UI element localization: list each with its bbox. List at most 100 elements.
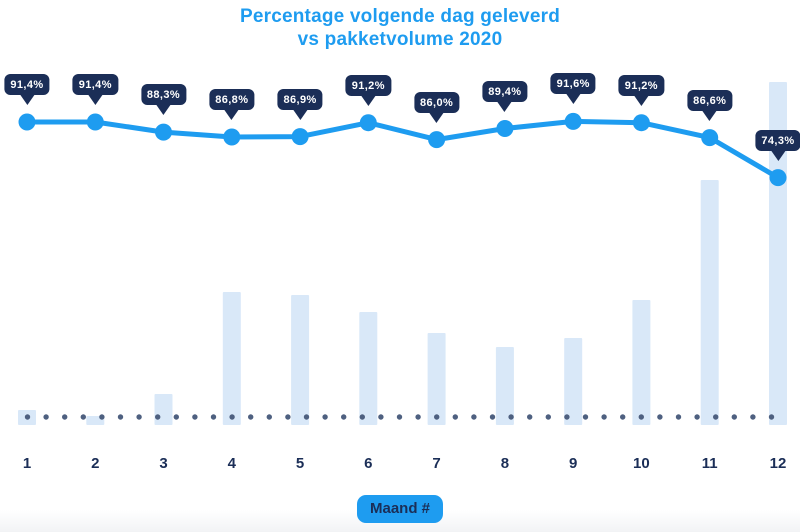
baseline-dot (359, 414, 365, 420)
volume-bar (427, 333, 446, 425)
data-point-marker (769, 169, 787, 187)
data-point-marker (155, 123, 172, 141)
data-label-badge: 88,3% (140, 84, 187, 116)
chart-title-line2: vs pakketvolume 2020 (297, 29, 503, 50)
x-axis-tick-label: 12 (769, 455, 787, 472)
baseline-dot (378, 414, 384, 420)
percentage-line (24, 118, 781, 181)
data-point-marker (86, 113, 104, 131)
data-label-badge: 86,0% (413, 91, 460, 123)
badge-tail (224, 110, 239, 120)
x-axis-tick-label: 7 (432, 455, 441, 472)
data-label-text: 91,2% (624, 79, 658, 92)
baseline-dot (117, 414, 124, 420)
baseline-dot (545, 414, 551, 420)
data-label-badge: 91,6% (550, 73, 596, 105)
dotted-baseline (24, 414, 775, 420)
data-point-marker (359, 114, 377, 132)
badge-tail (702, 110, 717, 121)
baseline-dot (61, 414, 68, 420)
volume-bar (564, 338, 583, 425)
baseline-dot (657, 414, 663, 420)
data-point-marker (564, 112, 582, 130)
volume-bar (291, 295, 310, 425)
baseline-dot (210, 414, 217, 420)
data-label-text: 86,9% (283, 93, 317, 106)
baseline-dot (434, 414, 440, 420)
data-label-text: 91,6% (556, 78, 590, 91)
x-axis-tick-label: 4 (227, 455, 236, 472)
data-label-badge: 91,4% (4, 74, 50, 105)
data-label-badge: 91,4% (72, 74, 118, 105)
badge-tail (156, 105, 171, 116)
badge-tail (361, 95, 376, 106)
data-label-text: 91,2% (351, 79, 385, 92)
data-point-marker (632, 114, 650, 132)
data-point-marker (701, 129, 719, 147)
volume-bar (495, 347, 514, 425)
baseline-dot (489, 414, 496, 420)
data-label-text: 89,4% (488, 85, 522, 98)
data-label-text: 91,4% (10, 79, 44, 91)
data-point-marker (18, 113, 36, 131)
data-label-text: 91,4% (78, 79, 112, 91)
baseline-dot (471, 414, 477, 420)
volume-bars-group (18, 82, 787, 425)
x-axis-tick-label: 8 (500, 455, 510, 472)
baseline-dot (731, 414, 737, 420)
badge-tail (88, 95, 103, 105)
baseline-dot (173, 414, 179, 420)
baseline-dot (24, 414, 31, 420)
volume-bar (222, 292, 241, 425)
x-axis-tick-label: 2 (91, 455, 100, 472)
baseline-dot (155, 414, 161, 420)
baseline-dot (638, 414, 644, 420)
baseline-dot (43, 414, 49, 420)
baseline-dot (508, 414, 514, 420)
baseline-dot (675, 414, 682, 420)
data-label-badge: 74,3% (755, 129, 800, 161)
baseline-dot (620, 414, 626, 420)
data-label-badge: 91,2% (345, 74, 391, 106)
data-label-text: 86,8% (215, 94, 249, 106)
baseline-dot (248, 414, 254, 420)
x-axis-tick-label: 3 (159, 455, 168, 472)
x-axis-title-badge: Maand # (356, 495, 444, 523)
baseline-dot (322, 414, 328, 420)
data-label-badge: 91,2% (618, 74, 664, 106)
data-label-badge: 86,8% (209, 89, 255, 120)
x-axis-tick-label: 9 (569, 455, 578, 472)
badge-tail (497, 101, 512, 112)
data-point-marker (428, 131, 446, 149)
baseline-dot (582, 414, 589, 420)
badge-tail (634, 95, 649, 106)
baseline-dot (601, 414, 607, 420)
volume-bar (769, 82, 787, 425)
badge-tail (429, 112, 444, 123)
badge-tail (566, 94, 581, 105)
baseline-dot (266, 414, 272, 420)
x-axis-tick-label: 6 (364, 455, 373, 472)
x-axis-tick-label: 1 (22, 455, 32, 472)
chart-title: Percentage volgende dag geleverd vs pakk… (0, 5, 800, 51)
baseline-dot (341, 414, 347, 420)
data-label-text: 86,0% (419, 96, 454, 109)
chart-title-line1: Percentage volgende dag geleverd (239, 6, 560, 27)
baseline-dot (80, 414, 87, 420)
baseline-dot (303, 414, 310, 420)
data-label-badge: 86,6% (687, 89, 733, 121)
baseline-dot (415, 414, 421, 420)
baseline-dot (229, 414, 235, 420)
baseline-dot (564, 414, 570, 420)
badge-tail (19, 95, 34, 105)
badge-tail (770, 150, 785, 161)
baseline-dot (750, 414, 756, 420)
volume-bar (359, 312, 378, 425)
data-point-marker (496, 120, 514, 137)
data-label-text: 74,3% (761, 134, 795, 147)
baseline-dot (396, 414, 403, 420)
data-label-text: 86,6% (693, 94, 727, 107)
data-point-marker (291, 128, 309, 146)
